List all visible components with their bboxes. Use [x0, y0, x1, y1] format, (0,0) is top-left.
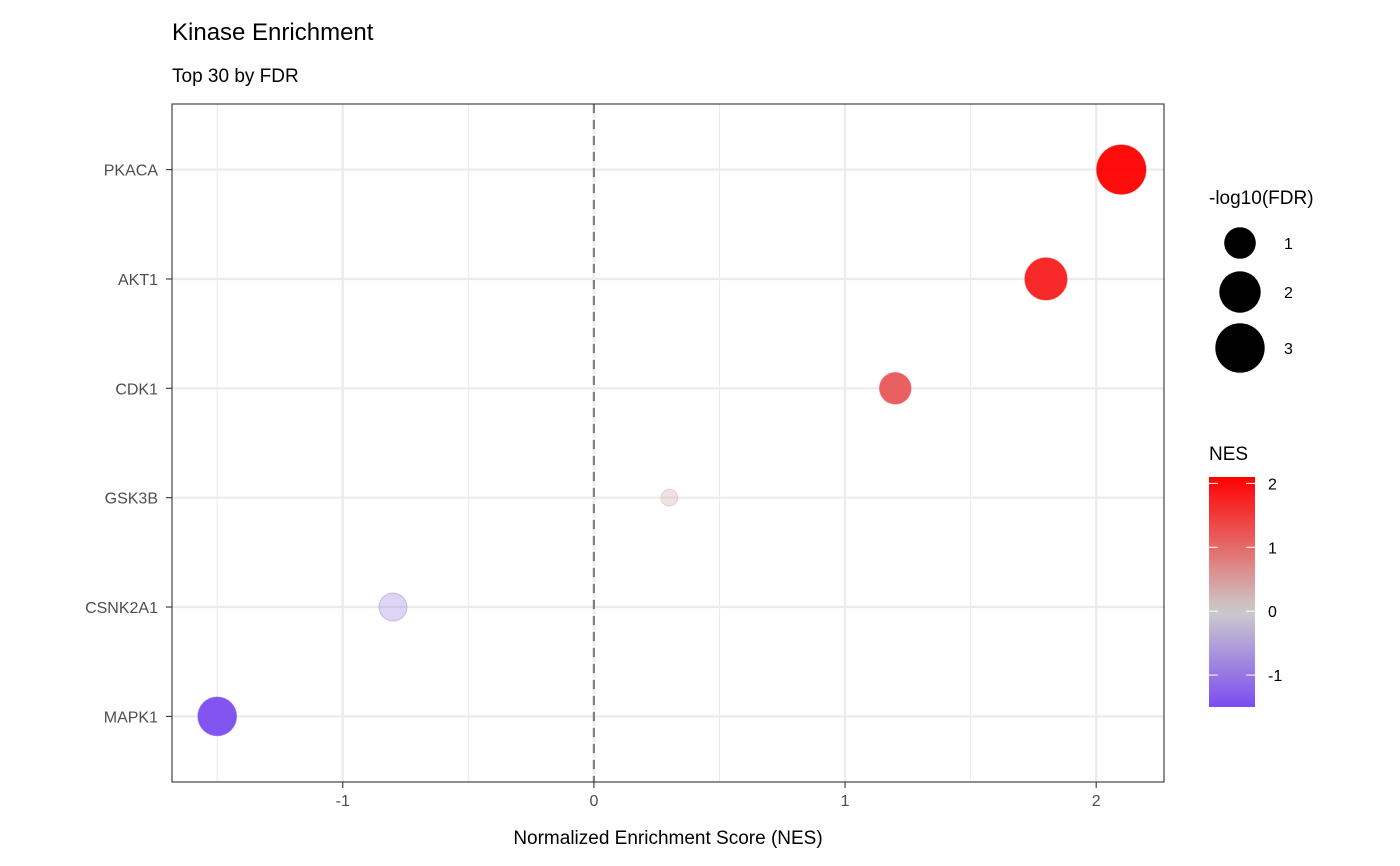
x-tick-label: -1 — [336, 793, 350, 810]
point-csnk2a1 — [378, 592, 408, 622]
color-bar — [1209, 477, 1255, 707]
size-legend-label: 3 — [1284, 341, 1293, 358]
y-axis: PKACA AKT1 CDK1 GSK3B CSNK2A1 MAPK1 — [85, 163, 172, 726]
x-axis: -1 0 1 2 — [336, 782, 1101, 810]
y-tick-label: PKACA — [104, 163, 159, 180]
color-legend-label: 2 — [1268, 476, 1277, 493]
y-tick-label: MAPK1 — [104, 709, 158, 726]
y-tick-label: AKT1 — [118, 272, 158, 289]
y-tick-label: CDK1 — [115, 381, 158, 398]
chart-subtitle: Top 30 by FDR — [172, 66, 299, 87]
color-legend-label: -1 — [1268, 668, 1282, 685]
point-pkaca — [1096, 144, 1147, 195]
size-legend-key — [1215, 323, 1265, 373]
size-legend-label: 2 — [1284, 285, 1293, 302]
point-cdk1 — [878, 372, 912, 405]
color-legend-title: NES — [1209, 444, 1248, 465]
color-legend-label: 1 — [1268, 540, 1277, 557]
x-tick-label: 2 — [1092, 793, 1101, 810]
size-legend: -log10(FDR) 1 2 3 — [1209, 188, 1314, 373]
x-tick-label: 1 — [841, 793, 850, 810]
size-legend-title: -log10(FDR) — [1209, 188, 1314, 209]
point-akt1 — [1024, 257, 1068, 301]
size-legend-key — [1219, 271, 1261, 313]
color-legend: NES 2 1 0 -1 — [1209, 444, 1282, 707]
plot-panel-border — [171, 103, 1165, 783]
chart-title: Kinase Enrichment — [172, 19, 374, 46]
x-tick-label: 0 — [589, 793, 598, 810]
point-gsk3b — [660, 488, 679, 507]
grid — [172, 104, 1164, 782]
y-tick-label: GSK3B — [105, 491, 158, 508]
size-legend-key — [1224, 227, 1256, 259]
y-tick-label: CSNK2A1 — [85, 600, 158, 617]
x-axis-label: Normalized Enrichment Score (NES) — [513, 828, 822, 849]
point-mapk1 — [197, 696, 238, 737]
size-legend-label: 1 — [1284, 236, 1293, 253]
color-legend-label: 0 — [1268, 604, 1277, 621]
points — [197, 144, 1147, 737]
